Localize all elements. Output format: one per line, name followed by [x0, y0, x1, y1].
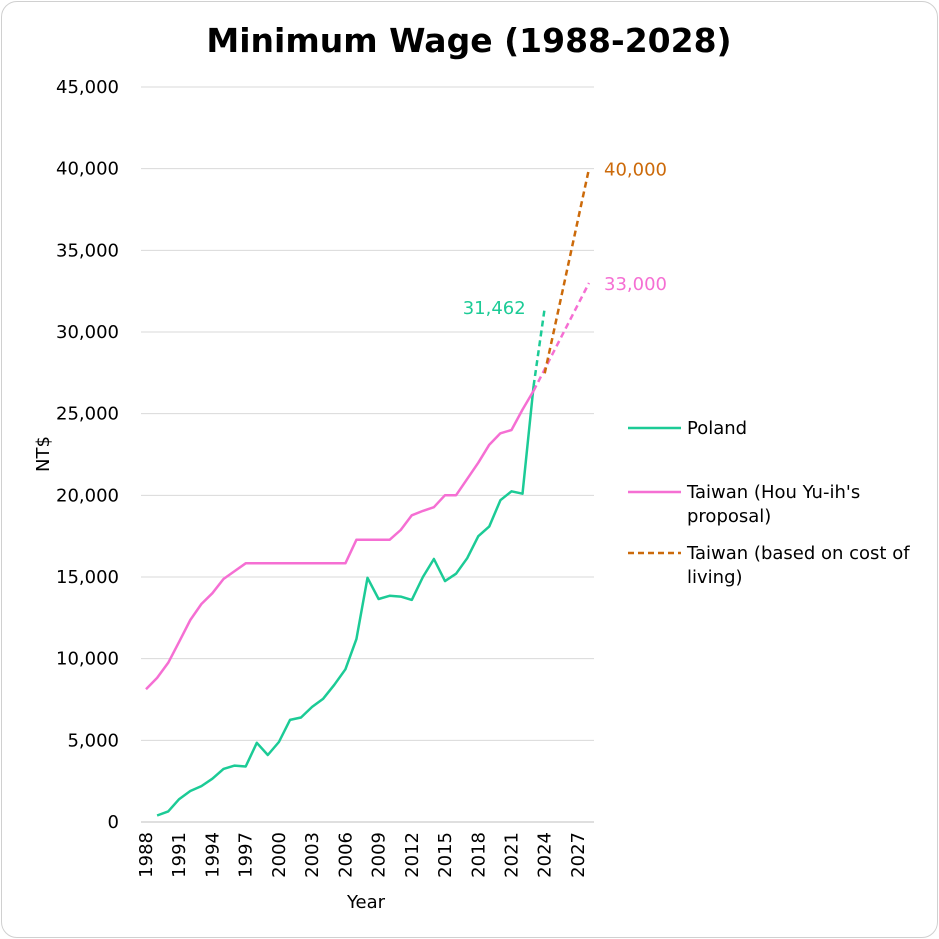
- x-tick-label: 2027: [568, 832, 589, 878]
- series-line: [532, 282, 591, 392]
- y-tick-labels: 0 5,000 10,000 15,000 20,000 25,000 30,000 35,0…: [56, 77, 119, 833]
- y-tick-label: 35,000: [56, 240, 119, 261]
- x-tick-label: 2018: [468, 832, 489, 878]
- x-tick-label: 2000: [269, 832, 290, 878]
- x-tick-label: 2006: [335, 832, 356, 878]
- series-line: [145, 390, 535, 691]
- x-tick-label: 1988: [136, 832, 157, 878]
- data-annotations: 31,462 40,000 33,000: [463, 160, 667, 319]
- data-label: 31,462: [463, 298, 526, 319]
- y-tick-label: 25,000: [56, 404, 119, 425]
- x-tick-label: 2012: [402, 832, 423, 878]
- x-tick-label: 2015: [435, 832, 456, 878]
- y-tick-label: 0: [108, 812, 119, 833]
- series-lines: [145, 168, 591, 817]
- x-axis-label: Year: [346, 892, 386, 913]
- x-tick-label: 2024: [535, 832, 556, 878]
- y-tick-label: 15,000: [56, 567, 119, 588]
- y-tick-label: 40,000: [56, 159, 119, 180]
- y-tick-label: 10,000: [56, 649, 119, 670]
- series-line: [532, 307, 546, 387]
- y-tick-label: 5,000: [67, 730, 119, 751]
- y-axis-label: NT$: [33, 436, 54, 472]
- y-tick-label: 30,000: [56, 322, 119, 343]
- legend-label: Poland: [687, 418, 747, 439]
- x-tick-label: 1991: [169, 832, 190, 878]
- series-line: [156, 385, 535, 817]
- chart-title: Minimum Wage (1988-2028): [206, 21, 731, 60]
- y-tick-label: 20,000: [56, 485, 119, 506]
- x-tick-label: 2003: [302, 832, 323, 878]
- data-label: 40,000: [604, 160, 667, 181]
- grid-lines: [141, 86, 594, 823]
- x-tick-label: 2021: [501, 832, 522, 878]
- legend-label: living): [687, 567, 743, 588]
- series-line: [543, 168, 591, 374]
- legend-label: proposal): [687, 506, 771, 527]
- data-label: 33,000: [604, 274, 667, 295]
- legend: Poland Taiwan (Hou Yu-ih's proposal) Taiwan…: [628, 418, 910, 588]
- x-tick-label: 2009: [369, 832, 390, 878]
- legend-label: Taiwan (based on cost of: [686, 543, 910, 564]
- x-tick-labels: 1988 1991 1994 1997 2000 2003 2006 2009 2012 2015…: [136, 832, 589, 878]
- x-tick-label: 1997: [236, 832, 257, 878]
- x-tick-label: 1994: [202, 832, 223, 878]
- y-tick-label: 45,000: [56, 77, 119, 98]
- legend-label: Taiwan (Hou Yu-ih's: [686, 482, 860, 503]
